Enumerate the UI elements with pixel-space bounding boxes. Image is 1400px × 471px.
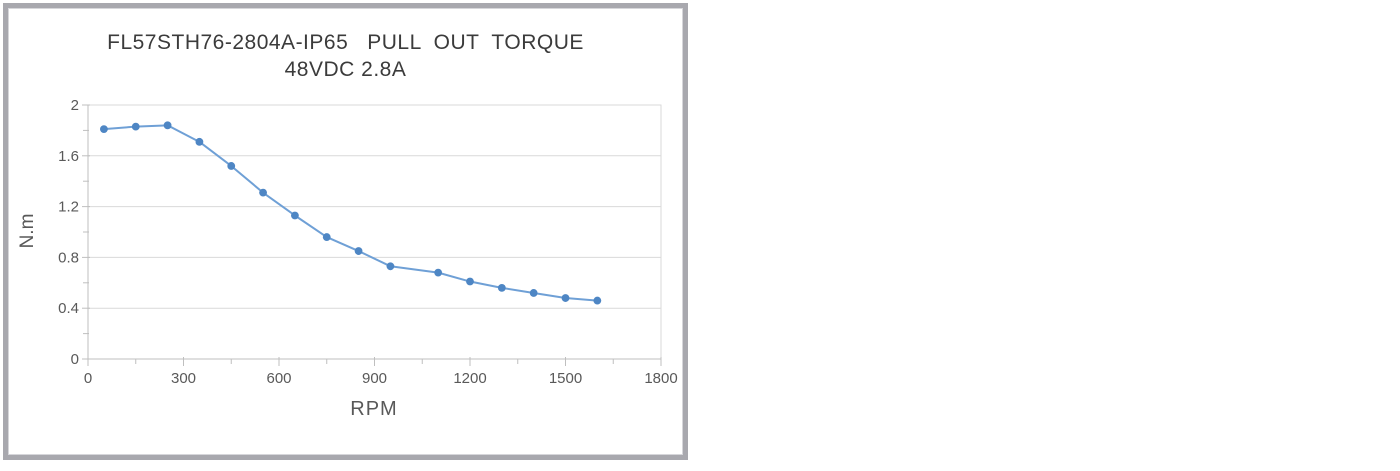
y-tick-label: 1.6: [58, 148, 79, 165]
data-point: [322, 233, 331, 241]
data-point: [561, 294, 570, 302]
data-point: [466, 277, 474, 286]
data-point: [195, 137, 204, 146]
x-tick-label: 1500: [549, 370, 582, 387]
x-tick-label: 900: [362, 370, 387, 387]
y-tick-label: 0.4: [58, 300, 79, 317]
data-point: [291, 211, 299, 220]
chart-title: FL57STH76-2804A-IP65 PULL OUT TORQUE 48V…: [8, 29, 683, 83]
data-point: [227, 162, 236, 170]
data-point: [593, 296, 602, 305]
y-tick-label: 1.2: [58, 199, 79, 216]
chart-title-line1: FL57STH76-2804A-IP65 PULL OUT TORQUE: [107, 31, 584, 54]
y-tick-label: 2: [71, 97, 79, 114]
y-axis-title: N.m: [17, 213, 38, 249]
x-tick-label: 300: [171, 370, 196, 387]
torque-line: [102, 124, 599, 302]
data-point: [354, 247, 363, 255]
data-point: [131, 122, 140, 131]
data-point: [529, 289, 538, 297]
x-tick-label: 1800: [644, 370, 677, 387]
data-point: [163, 121, 172, 130]
x-tick-label: 0: [84, 370, 92, 387]
y-tick-label: 0.8: [58, 249, 79, 266]
plot-area: 0 0.4 0.8 1.2 1.6 2 0 300 600 900 1200 1500 1800: [58, 97, 678, 387]
data-point: [100, 125, 108, 134]
chart-title-line2: 48VDC 2.8A: [284, 58, 407, 81]
chart-area: 0 0.4 0.8 1.2 1.6 2 0 300 600 900 1200 1500 1800 FL5…: [8, 8, 683, 455]
x-axis-title: RPM: [350, 398, 398, 420]
y-tick-label: 0: [71, 351, 79, 368]
x-tick-label: 600: [266, 370, 291, 387]
data-point: [434, 268, 443, 277]
data-point: [497, 283, 506, 292]
plot-border: [87, 104, 662, 360]
torque-chart: 0 0.4 0.8 1.2 1.6 2 0 300 600 900 1200 1500 1800 FL5…: [3, 3, 688, 460]
x-tick-label: 1200: [453, 370, 486, 387]
data-point: [386, 262, 395, 271]
data-point: [259, 188, 267, 197]
